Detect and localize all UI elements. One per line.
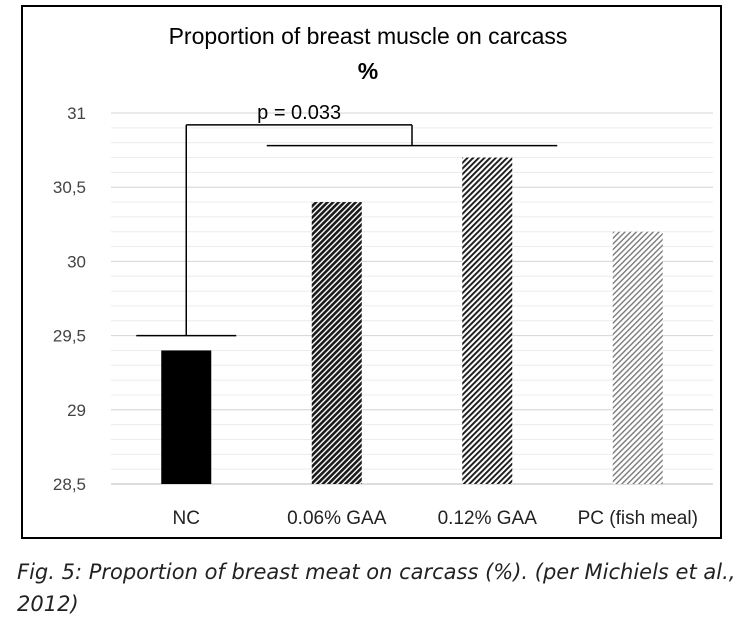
bar-chart: p = 0.033 Proportion of breast muscle on… — [23, 7, 720, 537]
chart-frame: p = 0.033 Proportion of breast muscle on… — [21, 5, 722, 539]
y-tick-label: 31 — [67, 104, 86, 123]
chart-subtitle: % — [358, 58, 378, 84]
chart-title: Proportion of breast muscle on carcass — [169, 23, 568, 49]
x-category-label: 0.06% GAA — [287, 508, 387, 529]
bar — [312, 202, 362, 484]
bar — [161, 350, 211, 484]
y-tick-label: 30,5 — [53, 178, 86, 197]
y-tick-label: 28,5 — [53, 475, 86, 494]
y-tick-label: 29 — [67, 401, 86, 420]
x-category-label: PC (fish meal) — [578, 508, 698, 529]
bar — [462, 158, 512, 484]
x-category-label: 0.12% GAA — [438, 508, 538, 529]
y-tick-label: 29,5 — [53, 327, 86, 346]
figure-caption: Fig. 5: Proportion of breast meat on car… — [17, 556, 737, 620]
p-value-label: p = 0.033 — [257, 102, 341, 124]
bar — [613, 232, 663, 484]
y-tick-label: 30 — [67, 252, 86, 271]
x-category-label: NC — [173, 508, 200, 529]
